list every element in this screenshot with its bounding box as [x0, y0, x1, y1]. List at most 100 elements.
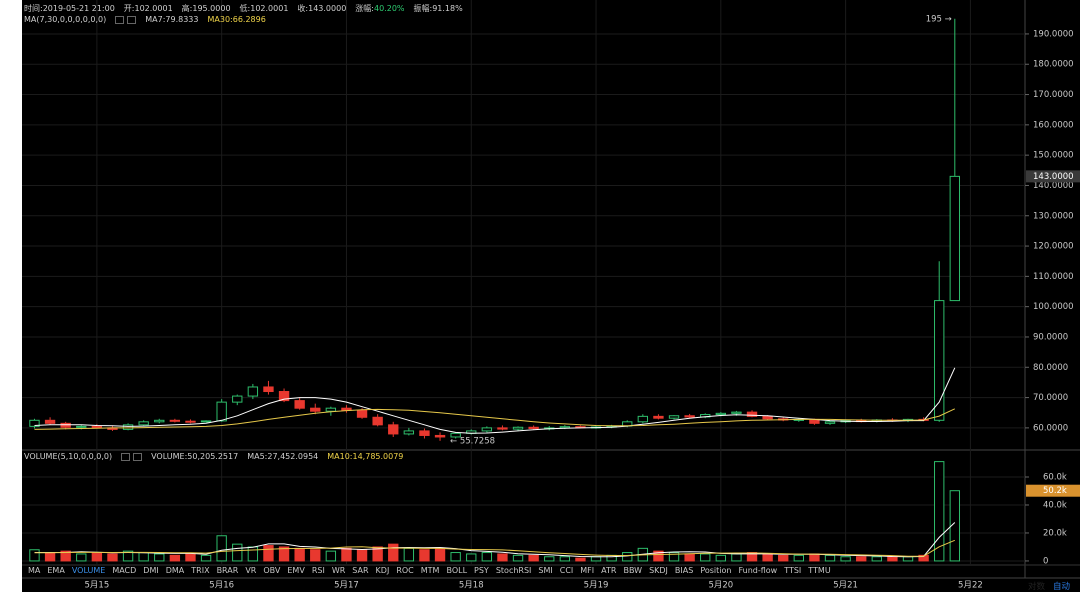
indicator-tab[interactable]: OBV: [263, 566, 281, 575]
y-tick-label: 90.0000: [1033, 332, 1068, 342]
volume-bar: [762, 553, 773, 562]
indicator-tab[interactable]: DMI: [143, 566, 159, 575]
indicator-tab[interactable]: EMV: [287, 566, 305, 575]
close-button[interactable]: [127, 15, 137, 24]
log-toggle[interactable]: 对数: [1028, 582, 1046, 592]
indicator-tab[interactable]: SMI: [538, 566, 553, 575]
volume-bar: [341, 547, 352, 562]
candle-body: [185, 420, 196, 423]
auto-toggle[interactable]: 自动: [1053, 582, 1071, 592]
settings-button[interactable]: [115, 15, 125, 24]
volume-bar: [949, 490, 960, 562]
y-tick-label: 180.0000: [1033, 60, 1074, 70]
indicator-tab[interactable]: DMA: [165, 566, 185, 575]
candle-body: [746, 411, 758, 417]
indicator-tab[interactable]: VOLUME: [71, 566, 106, 575]
volume-bar: [684, 553, 695, 562]
candle-body: [434, 434, 446, 438]
volume-bar: [154, 553, 165, 562]
candle-body: [528, 426, 539, 429]
indicator-tab[interactable]: ROC: [396, 566, 414, 575]
indicator-tab[interactable]: SKDJ: [649, 566, 668, 575]
y-tick-label: 80.0000: [1033, 363, 1068, 373]
indicator-tab[interactable]: BBW: [623, 566, 643, 575]
open: 开:102.0001: [123, 4, 173, 13]
volume-bar: [294, 547, 305, 562]
volume-bar: [700, 553, 711, 562]
y-tick-label: 70.0000: [1033, 393, 1068, 403]
indicator-tab[interactable]: MTM: [420, 566, 440, 575]
volume-bar: [715, 554, 727, 562]
indicator-tab[interactable]: StochRSI: [495, 566, 532, 575]
indicator-tab[interactable]: BIAS: [674, 566, 694, 575]
ma-line: [34, 522, 956, 558]
change-value: 40.20%: [374, 4, 405, 13]
chart-window: 5月15 5月16 5月17 5月18 5月19 5月20 5月21 5月22 60.0000 7…: [22, 0, 1080, 592]
candle-body: [934, 300, 945, 421]
volume-bar: [902, 556, 914, 562]
volume-bar: [403, 547, 415, 562]
indicator-tab[interactable]: ATR: [601, 566, 617, 575]
indicator-tab[interactable]: EMA: [47, 566, 65, 575]
indicator-tab[interactable]: PSY: [474, 566, 489, 575]
volume-bar: [809, 553, 820, 562]
candle-body: [310, 407, 321, 412]
x-tick-label: 5月16: [209, 581, 234, 591]
volume-bar: [778, 554, 789, 562]
x-tick-label: 5月19: [584, 581, 609, 591]
candle-body: [29, 419, 40, 427]
indicator-tab[interactable]: Fund-flow: [738, 566, 778, 575]
volume-bar: [216, 535, 227, 562]
last-price-box: [1026, 170, 1080, 183]
volume-bar: [232, 543, 243, 562]
indicator-tab[interactable]: SAR: [352, 566, 369, 575]
indicator-tab[interactable]: BRAR: [216, 566, 239, 575]
x-tick-label: 5月15: [85, 581, 110, 591]
indicator-tab[interactable]: RSI: [311, 566, 325, 575]
volume-bar: [466, 553, 477, 562]
y-tick-label: 190.0000: [1033, 29, 1074, 39]
indicator-tab[interactable]: TTSI: [784, 566, 802, 575]
indicator-tab[interactable]: Position: [700, 566, 732, 575]
indicator-tab[interactable]: MFI: [580, 566, 595, 575]
indicator-tab[interactable]: MA: [28, 566, 41, 575]
candle-body: [715, 412, 727, 416]
candle-body: [122, 424, 134, 430]
indicator-tab[interactable]: MACD: [112, 566, 137, 575]
volume-bar: [263, 545, 274, 562]
candle-body: [325, 407, 337, 412]
max-label: 195 →: [926, 14, 952, 24]
close-button[interactable]: [133, 452, 143, 461]
settings-button[interactable]: [121, 452, 131, 461]
candle-body: [419, 430, 430, 436]
candle-body: [60, 422, 71, 428]
volume-bar: [372, 546, 383, 562]
last-volume-label: 50.2k: [1043, 486, 1067, 496]
candle-body: [668, 415, 680, 419]
indicator-tab[interactable]: KDJ: [375, 566, 390, 575]
candle-body: [356, 409, 368, 418]
volume-bar: [434, 547, 446, 562]
volume-bar: [138, 552, 149, 562]
indicator-tab[interactable]: TRIX: [191, 566, 210, 575]
legend-title: MA(7,30,0,0,0,0,0,0): [24, 15, 107, 24]
volume-bar: [575, 557, 586, 562]
volume-bar: [388, 543, 399, 562]
volume-bar: [419, 549, 430, 562]
candle-body: [294, 400, 305, 409]
candle-body: [216, 401, 227, 422]
indicator-tab[interactable]: VR: [245, 566, 257, 575]
indicator-tab[interactable]: WR: [331, 566, 346, 575]
volume-bar: [856, 556, 867, 562]
last-volume-box: [1026, 484, 1080, 497]
indicator-tab[interactable]: TTMU: [808, 566, 831, 575]
y-tick-label: 110.0000: [1033, 272, 1074, 282]
last-price-label: 143.0000: [1033, 172, 1074, 182]
ma-line: [34, 408, 956, 430]
volume-bar: [185, 553, 196, 562]
volume-bar: [325, 550, 337, 562]
indicator-tab[interactable]: CCI: [559, 566, 574, 575]
volume-bar: [887, 556, 898, 562]
candle-body: [637, 415, 649, 423]
indicator-tab[interactable]: BOLL: [446, 566, 468, 575]
